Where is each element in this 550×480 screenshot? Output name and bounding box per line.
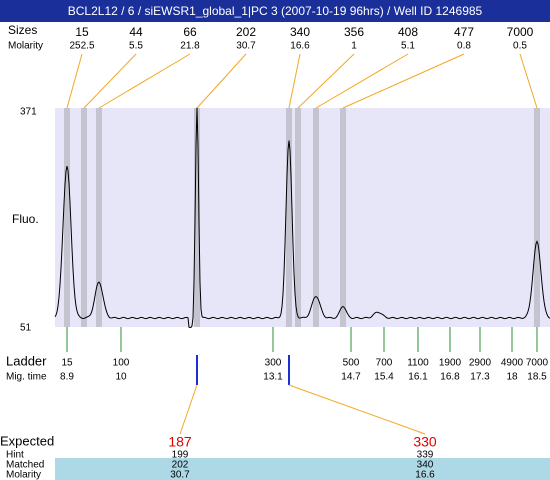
matched-label: Matched [6,460,44,471]
peak-connector [66,53,83,109]
peak-molarity: 21.8 [180,41,200,52]
peak-size: 7000 [507,25,534,39]
sizes-label: Sizes [8,23,37,37]
peak-band [96,108,102,327]
matched-molarity: 16.6 [415,470,435,480]
ladder-mig-time: 16.8 [440,372,460,383]
peak-molarity: 30.7 [236,41,256,52]
matched: 202 [172,460,189,471]
expected-size: 187 [168,434,192,450]
peak-band [313,108,319,327]
peak-size: 202 [236,25,256,39]
peak-connector [342,53,465,109]
peak-size: 15 [75,25,89,39]
plot-area [55,108,550,327]
peak-size: 477 [454,25,474,39]
hint: 199 [172,450,189,461]
ladder-size: 300 [265,358,282,369]
peak-connector [315,53,409,109]
ladder-mig-time: 16.1 [408,372,428,383]
expected-label: Expected [0,433,54,448]
ladder-mig-time: 14.7 [341,372,361,383]
ladder-mig-time: 10 [115,372,127,383]
peak-molarity: 1 [351,41,357,52]
trace [54,107,550,329]
peak-molarity: 5.5 [129,41,143,52]
ladder-size: 2900 [469,358,492,369]
title-bar [0,0,550,22]
ladder-size: 1100 [407,358,429,369]
ladder-mig-time: 18 [506,372,518,383]
ladder-label: Ladder [6,353,47,368]
matched-molarity: 30.7 [170,470,190,480]
ladder-mig-time: 8.9 [60,372,74,383]
ladder-mig-time: 15.4 [374,372,394,383]
molarity-row-label: Molarity [6,470,41,480]
peak-band [64,108,70,327]
peak-size: 66 [183,25,197,39]
peak-molarity: 5.1 [401,41,415,52]
peak-band [295,108,301,327]
peak-connector [196,53,247,109]
peak-band [81,108,87,327]
peak-band [286,108,292,327]
peak-molarity: 16.6 [290,41,310,52]
peak-molarity: 0.5 [513,41,527,52]
ladder-size: 1900 [439,358,462,369]
ladder-size: 15 [61,358,73,369]
expected-connector [179,384,198,435]
peak-connector [83,53,137,109]
molarity-label: Molarity [8,41,43,52]
expected-size: 330 [413,434,437,450]
y-bottom-label: 51 [20,323,32,334]
hint-label: Hint [6,450,24,461]
ladder-size: 100 [113,358,130,369]
ladder-size: 500 [343,358,360,369]
peak-size: 340 [290,25,310,39]
ladder-size: 700 [376,358,393,369]
peak-connector [519,53,538,109]
peak-molarity: 0.8 [457,41,471,52]
peak-size: 356 [344,25,364,39]
ladder-mig-time: 18.5 [527,372,547,383]
matched: 340 [417,460,434,471]
hint: 339 [417,450,434,461]
y-axis-label: Fluo. [12,212,39,226]
peak-connector [98,53,191,109]
peak-connector [297,53,355,109]
peak-band [194,108,200,327]
peak-connector [288,53,301,109]
peak-size: 44 [129,25,143,39]
title: BCL2L12 / 6 / siEWSR1_global_1|PC 3 (200… [68,4,483,18]
peak-molarity: 252.5 [69,41,94,52]
ladder-size: 7000 [526,358,549,369]
ladder-size: 4900 [501,358,524,369]
peak-size: 408 [398,25,418,39]
expected-connector [288,384,426,435]
peak-band [340,108,346,327]
ladder-mig-time: 17.3 [470,372,490,383]
peak-band [534,108,540,327]
matched-band [55,458,550,480]
mig-time-label: Mig. time [6,372,47,383]
y-top-label: 371 [20,107,37,118]
ladder-mig-time: 13.1 [263,372,283,383]
